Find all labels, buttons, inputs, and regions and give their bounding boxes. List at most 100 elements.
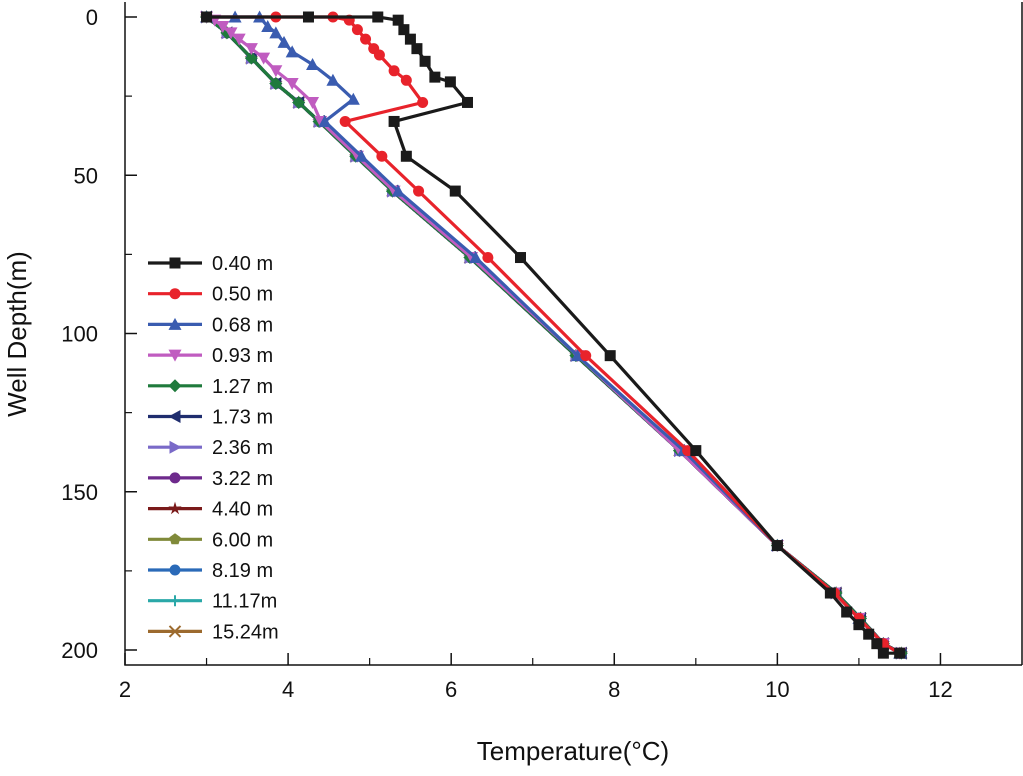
data-point bbox=[449, 185, 461, 197]
legend-marker bbox=[168, 379, 182, 393]
data-point bbox=[398, 24, 410, 36]
data-point bbox=[269, 26, 283, 39]
legend-marker bbox=[169, 564, 181, 576]
legend-marker bbox=[169, 257, 181, 269]
data-point bbox=[411, 43, 423, 55]
data-point bbox=[257, 52, 271, 65]
legend-label: 0.68 m bbox=[212, 314, 273, 336]
legend-label: 6.00 m bbox=[212, 529, 273, 551]
data-point bbox=[306, 57, 320, 70]
legend-item: 1.27 m bbox=[148, 376, 273, 398]
legend-item: 0.50 m bbox=[148, 284, 273, 306]
series-0-40-m bbox=[201, 11, 906, 659]
data-point bbox=[373, 49, 385, 61]
series-layer bbox=[199, 10, 908, 660]
data-point bbox=[261, 19, 275, 32]
legend-marker bbox=[169, 595, 181, 607]
legend-label: 0.40 m bbox=[212, 253, 273, 275]
legend-item: 6.00 m bbox=[148, 529, 273, 551]
x-tick-label: 10 bbox=[765, 677, 789, 702]
x-tick-label: 8 bbox=[608, 677, 620, 702]
data-point bbox=[400, 74, 412, 86]
data-point bbox=[417, 96, 429, 108]
data-point bbox=[413, 185, 425, 197]
legend-item: 3.22 m bbox=[148, 468, 273, 490]
data-point bbox=[580, 350, 592, 362]
legend-label: 11.17m bbox=[212, 591, 277, 613]
data-point bbox=[482, 252, 494, 264]
legend-label: 0.50 m bbox=[212, 284, 273, 306]
x-axis-title: Temperature(°C) bbox=[477, 736, 669, 766]
legend-label: 4.40 m bbox=[212, 499, 273, 521]
data-point bbox=[376, 150, 388, 162]
legend-label: 3.22 m bbox=[212, 468, 273, 490]
x-tick-label: 12 bbox=[928, 677, 952, 702]
data-point bbox=[863, 628, 875, 640]
data-point bbox=[224, 27, 238, 40]
data-point bbox=[244, 43, 258, 56]
y-tick-label: 0 bbox=[86, 5, 98, 30]
legend-label: 1.27 m bbox=[212, 376, 273, 398]
legend-item: 15.24m bbox=[148, 621, 279, 643]
legend-marker bbox=[169, 288, 181, 300]
legend-label: 1.73 m bbox=[212, 407, 273, 429]
data-point bbox=[429, 71, 441, 83]
legend-label: 0.93 m bbox=[212, 345, 273, 367]
x-tick-label: 6 bbox=[445, 677, 457, 702]
data-point bbox=[894, 647, 906, 659]
x-tick-label: 4 bbox=[282, 677, 294, 702]
data-point bbox=[302, 11, 314, 23]
y-tick-label: 200 bbox=[61, 638, 98, 663]
legend: 0.40 m 0.50 m 0.68 m 0.93 m 1.27 m 1.73 m 2.36… bbox=[148, 253, 279, 643]
data-point bbox=[372, 11, 384, 23]
data-point bbox=[292, 95, 306, 109]
y-tick-label: 100 bbox=[61, 322, 98, 347]
x-tick-label: 2 bbox=[119, 677, 131, 702]
data-point bbox=[360, 33, 372, 45]
legend-marker bbox=[168, 317, 182, 330]
data-point bbox=[269, 76, 283, 90]
data-point bbox=[877, 647, 889, 659]
legend-label: 15.24m bbox=[212, 621, 279, 643]
data-point bbox=[400, 150, 412, 162]
legend-item: 4.40 m bbox=[148, 499, 273, 521]
legend-marker bbox=[168, 501, 182, 515]
data-point bbox=[571, 349, 585, 362]
legend-item: 0.68 m bbox=[148, 314, 273, 336]
data-point bbox=[277, 35, 291, 48]
data-point bbox=[824, 587, 836, 599]
data-point bbox=[871, 638, 883, 650]
data-point bbox=[771, 540, 783, 552]
data-point bbox=[346, 92, 360, 105]
data-point bbox=[690, 445, 702, 457]
data-point bbox=[388, 115, 400, 127]
data-point bbox=[514, 252, 526, 264]
ticks: 2 4 6 8 10 12 0 50 100 150 200 bbox=[61, 5, 952, 702]
data-point bbox=[354, 149, 368, 162]
legend-item: 2.36 m bbox=[148, 437, 273, 459]
data-point bbox=[201, 11, 213, 23]
data-point bbox=[318, 114, 332, 127]
data-point bbox=[388, 65, 400, 77]
data-point bbox=[841, 606, 853, 618]
data-point bbox=[269, 65, 283, 78]
data-point bbox=[604, 350, 616, 362]
legend-marker bbox=[168, 349, 182, 362]
data-point bbox=[419, 55, 431, 67]
legend-item: 1.73 m bbox=[148, 407, 273, 429]
y-tick-label: 150 bbox=[61, 480, 98, 505]
data-point bbox=[392, 14, 404, 26]
data-point bbox=[216, 20, 230, 33]
data-point bbox=[285, 45, 299, 58]
data-point bbox=[306, 96, 320, 109]
legend-label: 8.19 m bbox=[212, 560, 273, 582]
legend-marker bbox=[169, 472, 181, 484]
legend-marker bbox=[168, 410, 181, 423]
data-point bbox=[461, 96, 473, 108]
legend-marker bbox=[168, 625, 182, 638]
data-point bbox=[351, 24, 363, 36]
data-point bbox=[339, 115, 351, 127]
legend-label: 2.36 m bbox=[212, 437, 273, 459]
data-point bbox=[444, 76, 456, 88]
